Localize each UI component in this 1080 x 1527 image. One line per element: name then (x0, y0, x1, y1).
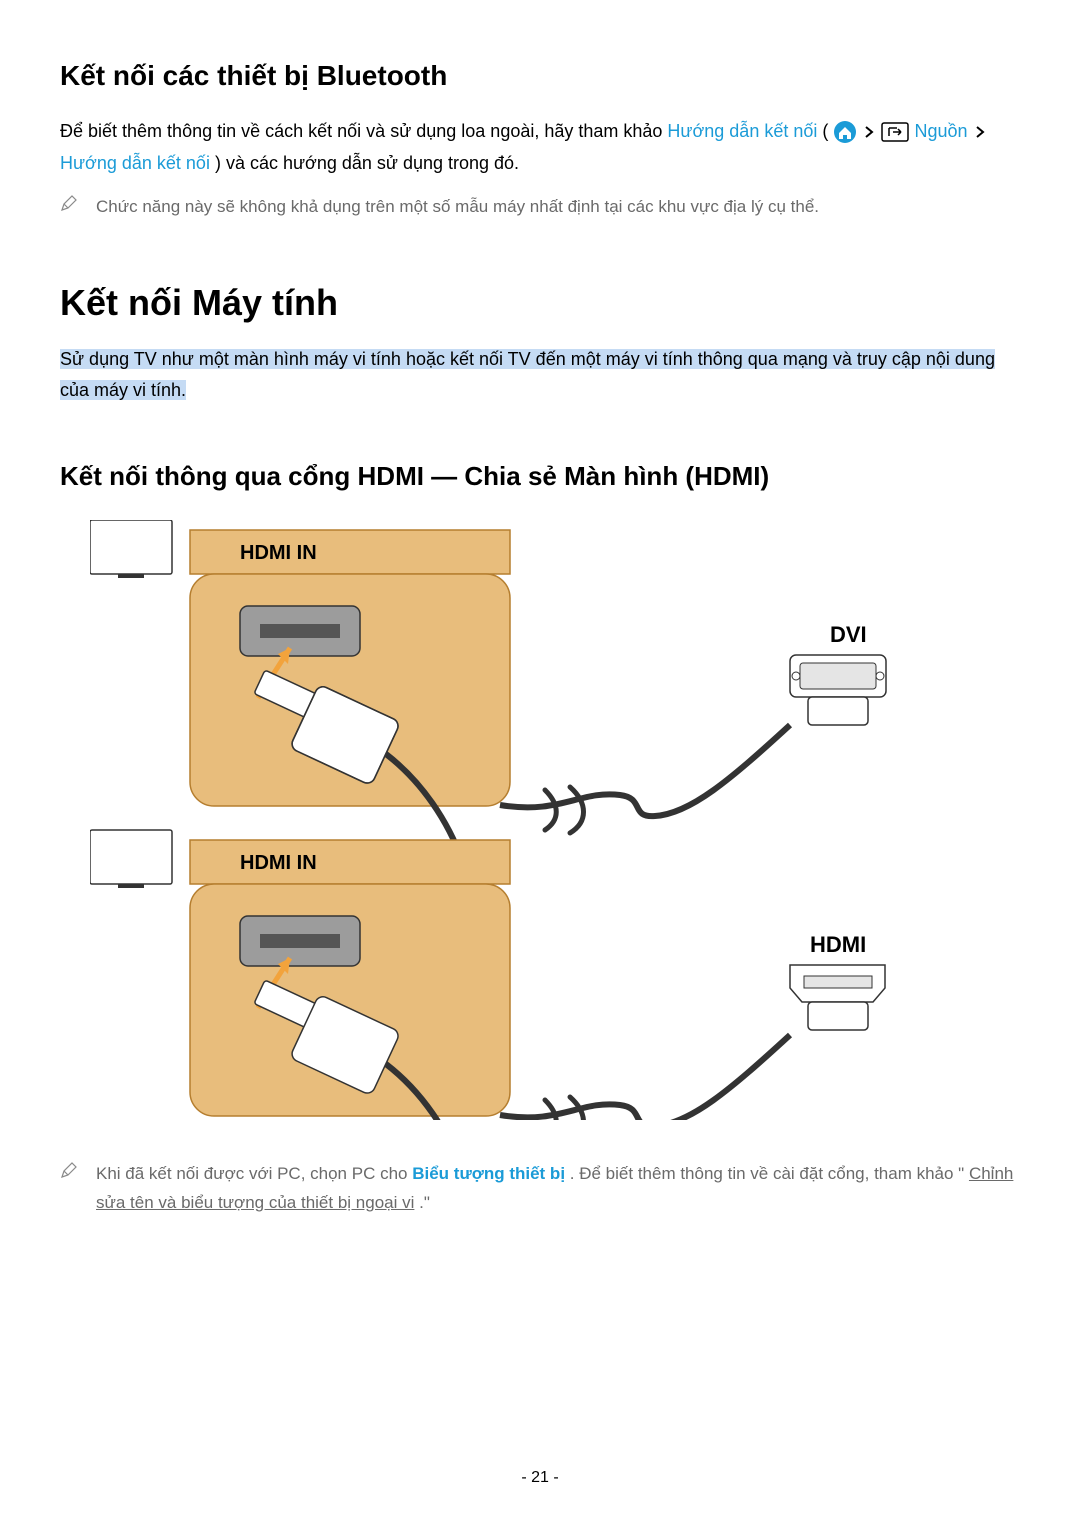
lead-highlight: Sử dụng TV như một màn hình máy vi tính … (60, 349, 995, 401)
heading-hdmi: Kết nối thông qua cổng HDMI ― Chia sẻ Mà… (60, 461, 1020, 492)
note-text: Chức năng này sẽ không khả dụng trên một… (96, 193, 819, 222)
label-hdmi-in: HDMI IN (240, 542, 317, 564)
diagram-hdmi-dvi: HDMI IN DVI (90, 520, 1020, 1120)
page-number: - 21 - (0, 1469, 1080, 1487)
label-hdmi: HDMI (810, 932, 866, 957)
text-intro-1: Để biết thêm thông tin về cách kết nối v… (60, 121, 667, 141)
text-paren-open: ( (822, 121, 828, 141)
note-part1: Khi đã kết nối được với PC, chọn PC cho (96, 1164, 412, 1183)
note-part2: . Để biết thêm thông tin về cài đặt cổng… (570, 1164, 964, 1183)
heading-bluetooth: Kết nối các thiết bị Bluetooth (60, 60, 1020, 92)
heading-main: Kết nối Máy tính (60, 282, 1020, 324)
dvi-connector-icon: DVI (790, 622, 886, 725)
hdmi-port-icon (240, 606, 360, 656)
label-hdmi-in: HDMI IN (240, 852, 317, 874)
note-bluetooth: Chức năng này sẽ không khả dụng trên một… (60, 193, 1020, 222)
note-hdmi-text: Khi đã kết nối được với PC, chọn PC cho … (96, 1160, 1020, 1218)
para-lead: Sử dụng TV như một màn hình máy vi tính … (60, 344, 1020, 407)
note-hdmi: Khi đã kết nối được với PC, chọn PC cho … (60, 1160, 1020, 1218)
chevron-right-icon (862, 125, 876, 139)
hdmi-port-icon (240, 916, 360, 966)
source-icon (881, 122, 909, 142)
diagram-svg: HDMI IN DVI (90, 520, 970, 1120)
text-intro-2: ) và các hướng dẫn sử dụng trong đó. (215, 153, 519, 173)
para-bluetooth: Để biết thêm thông tin về cách kết nối v… (60, 116, 1020, 179)
chevron-right-icon (973, 125, 987, 139)
link-source[interactable]: Nguồn (914, 121, 967, 141)
home-icon (833, 120, 857, 144)
hdmi-connector-icon: HDMI (790, 932, 885, 1030)
link-guide-1[interactable]: Hướng dẫn kết nối (667, 121, 817, 141)
pencil-icon (60, 193, 78, 222)
note-part3: ." (419, 1193, 430, 1212)
label-dvi: DVI (830, 622, 867, 647)
link-device-icon[interactable]: Biểu tượng thiết bị (412, 1164, 565, 1183)
link-guide-2[interactable]: Hướng dẫn kết nối (60, 153, 210, 173)
pencil-icon (60, 1160, 78, 1189)
